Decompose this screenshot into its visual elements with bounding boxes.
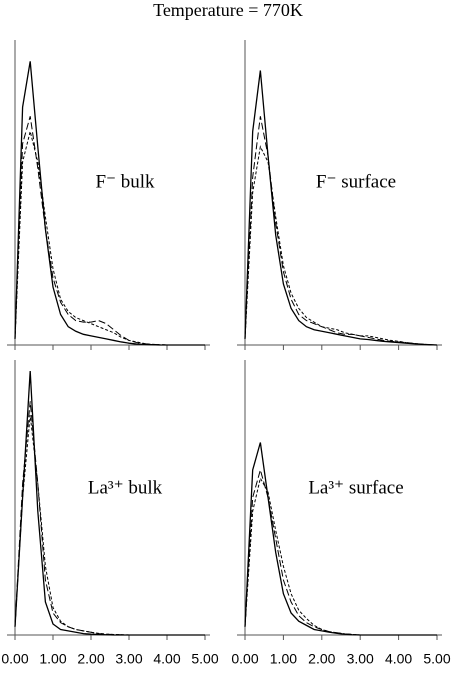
- panel-label: La³⁺ surface: [308, 478, 403, 499]
- x-tick-label: 3.00: [115, 651, 142, 667]
- x-tick-label: 0.00: [231, 651, 258, 667]
- x-tick-label: 0.00: [1, 651, 28, 667]
- x-tick-label: 1.00: [270, 651, 297, 667]
- series-line: [244, 476, 437, 636]
- x-tick-label: 4.00: [153, 651, 180, 667]
- x-tick-label: 3.00: [347, 651, 374, 667]
- x-tick-label: 2.00: [308, 651, 335, 667]
- series-line: [14, 401, 205, 636]
- series-line: [244, 116, 438, 346]
- x-tick-label: 1.00: [39, 651, 66, 667]
- x-tick-label: 5.00: [191, 651, 218, 667]
- series-line: [244, 70, 438, 346]
- x-tick-label: 4.00: [385, 651, 412, 667]
- x-tick-label: 2.00: [77, 651, 104, 667]
- chart-title: Temperature = 770K: [153, 0, 303, 20]
- series-line: [14, 414, 205, 636]
- panel-label: F⁻ bulk: [95, 172, 155, 193]
- series-line: [14, 131, 205, 346]
- series-line: [244, 145, 438, 346]
- panel-label: F⁻ surface: [316, 172, 396, 193]
- series-line: [244, 442, 437, 636]
- series-line: [14, 370, 205, 636]
- panel-label: La³⁺ bulk: [88, 478, 163, 499]
- x-tick-label: 5.00: [423, 651, 450, 667]
- series-line: [14, 116, 205, 346]
